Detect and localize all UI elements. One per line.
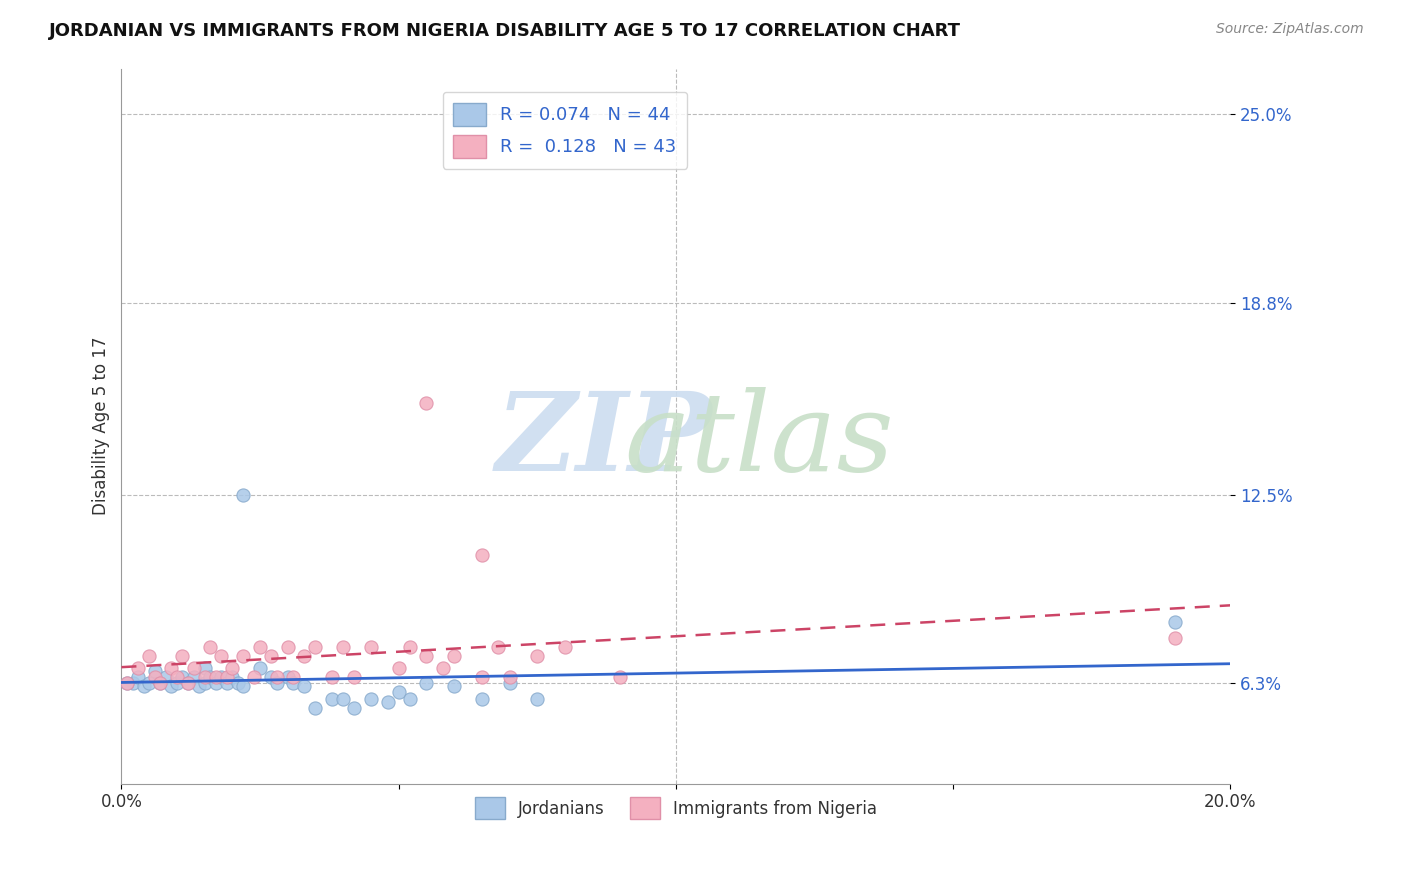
Point (138, 648, 160, 663)
Point (121, 676, 143, 690)
Point (149, 676, 172, 690)
Point (204, 676, 226, 690)
Point (249, 640, 271, 654)
Point (304, 640, 326, 654)
Point (471, 691, 494, 706)
Point (266, 670, 288, 684)
Point (471, 670, 494, 684)
Point (332, 691, 354, 706)
Point (471, 549, 494, 563)
Point (127, 661, 149, 675)
Point (177, 676, 200, 690)
Point (155, 670, 177, 684)
Point (304, 700, 326, 714)
Point (243, 670, 266, 684)
Point (183, 670, 205, 684)
Point (198, 640, 221, 654)
Point (215, 670, 238, 684)
Point (149, 676, 172, 690)
Point (143, 670, 166, 684)
Point (132, 679, 155, 693)
Point (215, 676, 238, 690)
Point (554, 640, 576, 654)
Point (226, 676, 249, 690)
Point (194, 670, 217, 684)
Point (209, 648, 232, 663)
Point (1164, 615, 1187, 630)
Point (198, 670, 221, 684)
Point (526, 691, 548, 706)
Point (498, 670, 520, 684)
Y-axis label: Disability Age 5 to 17: Disability Age 5 to 17 (93, 337, 110, 516)
Point (277, 640, 299, 654)
Point (221, 661, 243, 675)
Point (277, 670, 299, 684)
Point (388, 685, 411, 699)
Point (232, 679, 254, 693)
Point (221, 670, 243, 684)
Text: Source: ZipAtlas.com: Source: ZipAtlas.com (1216, 22, 1364, 37)
Point (526, 648, 548, 663)
Point (321, 670, 343, 684)
Point (177, 676, 200, 690)
Legend: Jordanians, Immigrants from Nigeria: Jordanians, Immigrants from Nigeria (468, 790, 884, 825)
Point (415, 648, 437, 663)
Point (498, 676, 520, 690)
Point (172, 670, 194, 684)
Point (194, 661, 217, 675)
Point (138, 676, 160, 690)
Point (415, 676, 437, 690)
Point (183, 661, 205, 675)
Point (260, 670, 283, 684)
Text: ZIP: ZIP (495, 386, 711, 494)
Point (332, 640, 354, 654)
Point (415, 396, 437, 410)
Point (292, 679, 315, 693)
Point (443, 648, 465, 663)
Point (209, 670, 232, 684)
Point (343, 670, 366, 684)
Point (283, 676, 305, 690)
Point (166, 670, 188, 684)
Point (377, 695, 399, 709)
Point (115, 676, 138, 690)
Point (232, 487, 254, 501)
Text: JORDANIAN VS IMMIGRANTS FROM NIGERIA DISABILITY AGE 5 TO 17 CORRELATION CHART: JORDANIAN VS IMMIGRANTS FROM NIGERIA DIS… (49, 22, 962, 40)
Point (360, 691, 382, 706)
Point (609, 670, 631, 684)
Point (232, 648, 254, 663)
Point (266, 676, 288, 690)
Point (432, 661, 454, 675)
Point (260, 648, 283, 663)
Point (292, 648, 315, 663)
Point (160, 661, 183, 675)
Point (194, 676, 217, 690)
Point (249, 661, 271, 675)
Point (160, 679, 183, 693)
Point (1164, 631, 1187, 645)
Point (321, 691, 343, 706)
Point (143, 664, 166, 678)
Point (398, 691, 420, 706)
Text: atlas: atlas (624, 386, 894, 494)
Point (388, 661, 411, 675)
Point (115, 676, 138, 690)
Point (188, 679, 211, 693)
Point (127, 670, 149, 684)
Point (360, 640, 382, 654)
Point (443, 679, 465, 693)
Point (398, 640, 420, 654)
Point (488, 640, 510, 654)
Point (166, 676, 188, 690)
Point (204, 670, 226, 684)
Point (172, 648, 194, 663)
Point (343, 700, 366, 714)
Point (283, 670, 305, 684)
